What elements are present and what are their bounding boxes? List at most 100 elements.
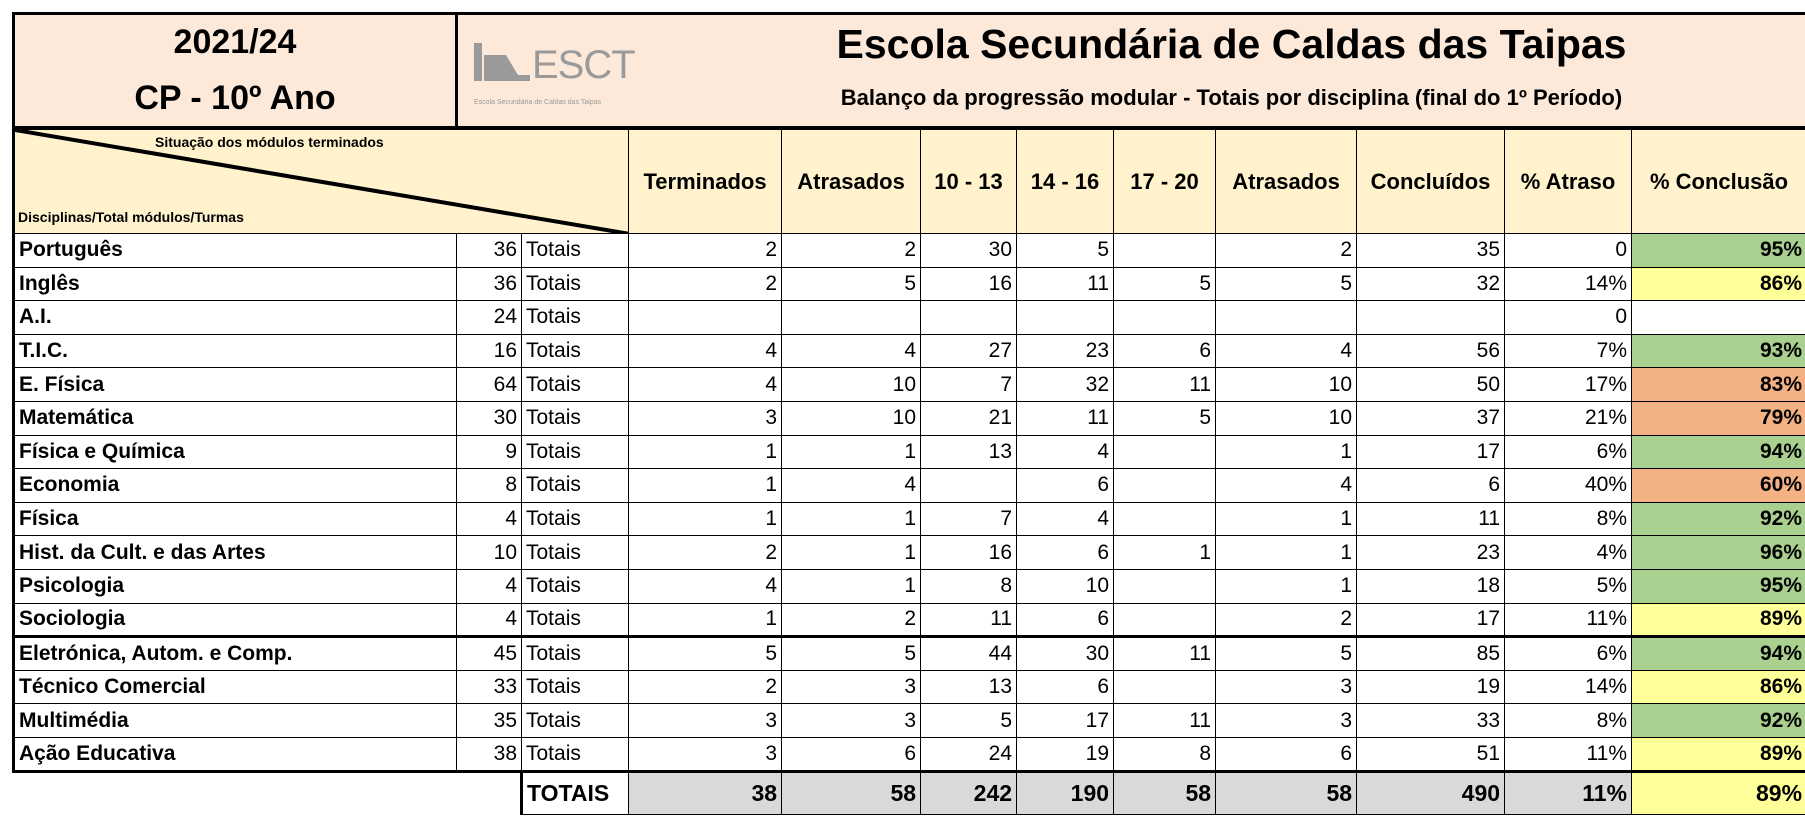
subject-row: Física 4 Totais 1 1 7 4 1 11 8% 92% <box>12 501 1805 537</box>
group-label: Totais <box>520 636 630 671</box>
value-cell: 5 <box>1215 266 1358 302</box>
value-cell: 8 <box>1113 736 1217 773</box>
total-value: 190 <box>1016 770 1115 815</box>
school-name: Escola Secundária de Caldas das Taipas <box>836 21 1627 67</box>
column-header: 14 - 16 <box>1016 129 1115 234</box>
value-cell: 10 <box>781 367 922 402</box>
value-cell: 0 <box>1504 300 1633 335</box>
value-cell: 35 <box>1356 233 1506 268</box>
subject-row: Matemática 30 Totais 3 10 21 11 5 10 37 21% 79% <box>12 400 1805 436</box>
value-cell: 3 <box>1215 669 1358 705</box>
subject-name: Eletrónica, Autom. e Comp. <box>12 636 457 671</box>
value-cell: 33 <box>1356 703 1506 738</box>
conclusion-cell: 94% <box>1631 636 1805 671</box>
value-cell: 6 <box>1016 535 1115 570</box>
value-cell: 14% <box>1504 669 1633 705</box>
value-cell: 8 <box>920 568 1018 604</box>
value-cell <box>1113 602 1217 639</box>
group-label: Totais <box>520 568 630 604</box>
value-cell: 6 <box>1016 602 1115 639</box>
group-label: Totais <box>520 367 630 402</box>
conclusion-cell: 86% <box>1631 669 1805 705</box>
module-count: 36 <box>456 233 522 268</box>
column-header-row: Situação dos módulos terminados Discipli… <box>11 129 1805 234</box>
conclusion-cell: 95% <box>1631 568 1805 604</box>
value-cell: 18 <box>1356 568 1506 604</box>
value-cell: 30 <box>1016 636 1115 671</box>
corner-cell: Situação dos módulos terminados Discipli… <box>11 129 630 234</box>
value-cell: 3 <box>781 669 922 705</box>
value-cell: 5 <box>1113 400 1217 436</box>
value-cell: 1 <box>781 535 922 570</box>
module-count: 24 <box>456 300 522 335</box>
subject-row: Hist. da Cult. e das Artes 10 Totais 2 1 16 6 1… <box>12 535 1805 570</box>
conclusion-cell: 60% <box>1631 468 1805 503</box>
column-header: 17 - 20 <box>1113 129 1217 234</box>
subject-row: Psicologia 4 Totais 4 1 8 10 1 18 5% 95% <box>12 568 1805 604</box>
value-cell: 11 <box>1113 703 1217 738</box>
value-cell: 1 <box>628 602 783 639</box>
module-count: 35 <box>456 703 522 738</box>
value-cell: 13 <box>920 434 1018 470</box>
conclusion-cell: 89% <box>1631 602 1805 639</box>
group-label: Totais <box>520 434 630 470</box>
conclusion-cell: 89% <box>1631 736 1805 773</box>
value-cell: 5 <box>781 266 922 302</box>
totals-row: TOTAIS 38 58 242 190 58 58 490 11% 89% <box>13 770 1805 815</box>
logo-text: ESCT <box>532 43 636 87</box>
value-cell: 2 <box>628 266 783 302</box>
subject-name: T.I.C. <box>12 333 457 369</box>
value-cell <box>1113 434 1217 470</box>
conclusion-cell: 92% <box>1631 703 1805 738</box>
subject-row: Eletrónica, Autom. e Comp. 45 Totais 5 5 44 30… <box>12 636 1805 671</box>
module-count: 16 <box>456 333 522 369</box>
value-cell <box>1113 468 1217 503</box>
subject-name: Técnico Comercial <box>12 669 457 705</box>
value-cell: 4 <box>628 568 783 604</box>
subject-name: E. Física <box>12 367 457 402</box>
value-cell: 1 <box>1215 568 1358 604</box>
value-cell: 3 <box>628 400 783 436</box>
course: CP - 10º Ano <box>134 78 336 117</box>
value-cell: 7% <box>1504 333 1633 369</box>
value-cell: 17 <box>1356 602 1506 639</box>
value-cell: 6 <box>1113 333 1217 369</box>
group-label: Totais <box>520 233 630 268</box>
value-cell: 7 <box>920 367 1018 402</box>
value-cell: 8% <box>1504 703 1633 738</box>
value-cell: 5 <box>1113 266 1217 302</box>
value-cell: 56 <box>1356 333 1506 369</box>
total-value: 58 <box>1215 770 1358 815</box>
group-label: Totais <box>520 501 630 537</box>
value-cell: 11 <box>1113 367 1217 402</box>
value-cell: 1 <box>628 434 783 470</box>
value-cell: 37 <box>1356 400 1506 436</box>
value-cell: 1 <box>781 501 922 537</box>
value-cell: 17 <box>1356 434 1506 470</box>
value-cell <box>1113 300 1217 335</box>
module-count: 38 <box>456 736 522 773</box>
module-count: 36 <box>456 266 522 302</box>
value-cell: 1 <box>1215 434 1358 470</box>
value-cell: 14% <box>1504 266 1633 302</box>
value-cell: 2 <box>781 602 922 639</box>
column-header: Terminados <box>628 129 783 234</box>
logo-shape <box>474 43 530 81</box>
group-label: Totais <box>520 300 630 335</box>
value-cell: 7 <box>920 501 1018 537</box>
module-count: 33 <box>456 669 522 705</box>
subject-row: A.I. 24 Totais 0 <box>12 300 1805 335</box>
value-cell: 11 <box>1016 266 1115 302</box>
value-cell: 2 <box>628 669 783 705</box>
value-cell: 17 <box>1016 703 1115 738</box>
subject-name: Multimédia <box>12 703 457 738</box>
column-header: Concluídos <box>1356 129 1506 234</box>
value-cell: 2 <box>628 535 783 570</box>
subject-row: E. Física 64 Totais 4 10 7 32 11 10 50 17% 83% <box>12 367 1805 402</box>
value-cell: 16 <box>920 535 1018 570</box>
report-header: 2021/24 CP - 10º Ano ESCT Escola Secundá… <box>12 12 1805 129</box>
group-label: Totais <box>520 602 630 639</box>
column-header: Atrasados <box>1215 129 1358 234</box>
value-cell <box>920 300 1018 335</box>
column-header: Atrasados <box>781 129 922 234</box>
